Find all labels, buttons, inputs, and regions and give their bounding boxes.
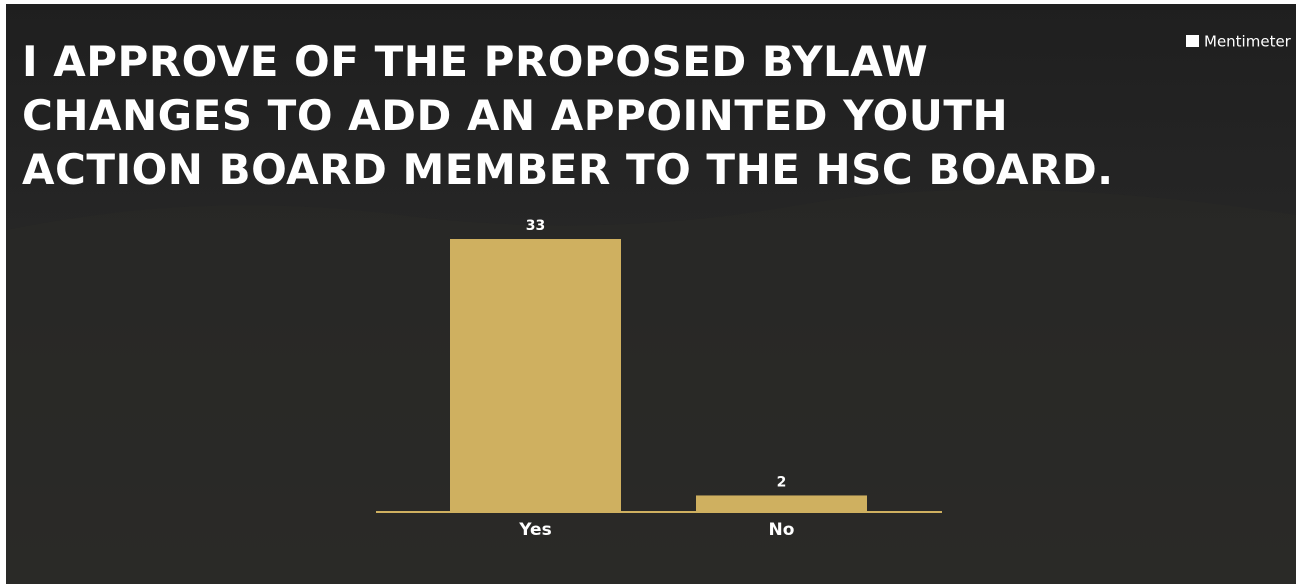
brand: Mentimeter xyxy=(1204,33,1292,51)
bar xyxy=(696,495,867,512)
bar xyxy=(450,239,621,512)
brand-logo xyxy=(1186,35,1199,47)
title-line: ACTION BOARD MEMBER TO THE HSC BOARD. xyxy=(22,145,1114,194)
title-line: I APPROVE OF THE PROPOSED BYLAW xyxy=(22,37,928,86)
category-label: No xyxy=(769,520,795,540)
value-label: 2 xyxy=(777,474,787,490)
title-line: CHANGES TO ADD AN APPOINTED YOUTH xyxy=(22,91,1008,140)
category-label: Yes xyxy=(518,520,551,540)
value-label: 33 xyxy=(526,218,545,234)
city-backdrop xyxy=(6,189,1296,584)
